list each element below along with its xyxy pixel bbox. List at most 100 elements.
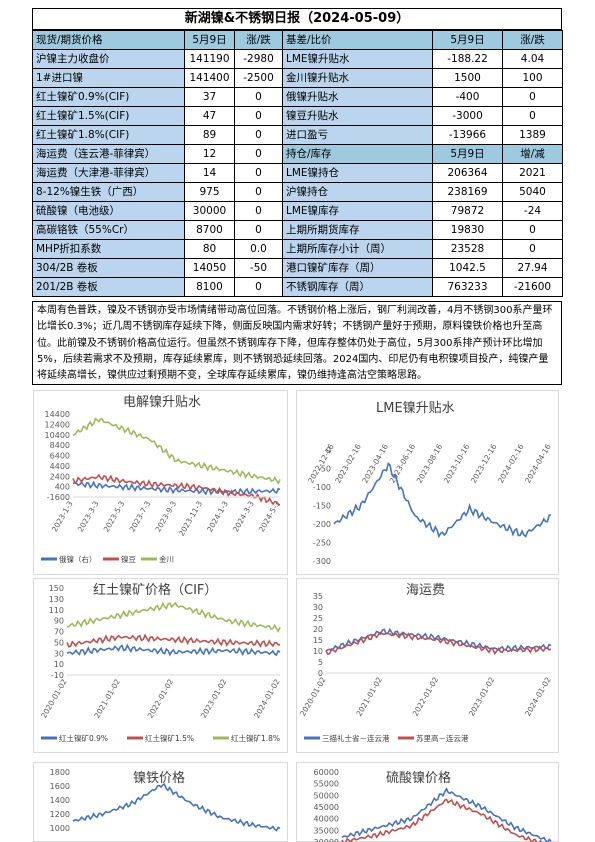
row-value: -400 [432, 87, 503, 107]
row-label: 1#进口镍 [32, 68, 185, 88]
y-tick-label: -1600 [47, 493, 70, 502]
row-value: 79872 [432, 201, 503, 221]
y-tick-label: 4400 [50, 462, 70, 471]
row-value: 89 [184, 125, 235, 145]
legend-label: 红土镍矿1.5% [145, 733, 194, 743]
y-tick-label: 5 [318, 658, 323, 667]
row-change: 27.94 [502, 258, 563, 278]
row-label: 沪镍主力收盘价 [32, 49, 185, 69]
row-change: 0 [234, 277, 283, 297]
table-row: 1#进口镍 141400 -2500 金川镍升贴水 1500 100 [32, 68, 563, 88]
row-change: 0 [502, 220, 563, 240]
chart-title: LME镍升贴水 [376, 401, 455, 416]
row-label: 不锈钢库存（周） [282, 277, 433, 297]
row-label: 镍豆升贴水 [282, 106, 433, 126]
legend-label: 俄镍（右） [59, 554, 97, 564]
row-value: 238169 [432, 182, 503, 202]
legend-label: 三描礼士省－连云港 [322, 733, 390, 743]
row-value: 30000 [184, 201, 235, 221]
chart-title: 电解镍升贴水 [123, 395, 201, 410]
row-change: 2021 [502, 163, 563, 183]
row-value: -188.22 [432, 49, 503, 69]
row-change: -24 [502, 201, 563, 221]
y-tick-label: 70 [54, 628, 64, 637]
y-tick-label: 0 [326, 446, 331, 455]
header-cell: 5月9日 [184, 30, 235, 50]
y-tick-label: 30 [313, 603, 323, 612]
row-value: 975 [184, 182, 235, 202]
y-tick-label: 12400 [45, 420, 70, 429]
y-tick-label: 0 [318, 669, 323, 678]
legend-label: 镍豆 [121, 554, 136, 564]
row-change: 1389 [502, 125, 563, 145]
series-line [66, 643, 281, 657]
y-tick-label: 50 [54, 638, 64, 647]
row-value: 1500 [432, 68, 503, 88]
row-change: 0 [234, 106, 283, 126]
header-cell: 基差/比价 [282, 30, 433, 50]
table-row: 硫酸镍（电池级） 30000 0 LME镍库存 79872 -24 [32, 201, 563, 221]
row-label: LME镍库存 [282, 201, 433, 221]
y-tick-label: -100 [313, 483, 331, 492]
chart-lme-nickel-premium: 0 -50 -100 -150 -200 -250 -300 2022-12-16 2023-0… [296, 390, 559, 575]
y-tick-label: 1800 [50, 768, 70, 777]
row-label: 海运费（连云港-菲律宾） [32, 144, 185, 164]
series-line [341, 798, 543, 842]
series-line [66, 633, 281, 649]
series-line [72, 473, 281, 506]
table-row: 红土镍矿0.9%(CIF) 37 0 俄镍升贴水 -400 0 [32, 87, 563, 107]
header-cell: 涨/跌 [502, 30, 563, 50]
row-label: 红土镍矿1.5%(CIF) [32, 106, 185, 126]
row-label: 俄镍升贴水 [282, 87, 433, 107]
y-tick-label: 2400 [50, 472, 70, 481]
legend-label: 红土镍矿0.9% [59, 733, 108, 743]
row-value: 47 [184, 106, 235, 126]
table-row: 红土镍矿1.8%(CIF) 89 0 进口盈亏 -13966 1389 [32, 125, 563, 145]
row-label: MHP折扣系数 [32, 239, 185, 259]
chart-title: 海运费 [406, 583, 445, 598]
row-value: 141190 [184, 49, 235, 69]
table-row: 高碳铬铁（55%Cr） 8700 0 上期所期货库存 19830 0 [32, 220, 563, 240]
market-commentary: 本周有色普跌，镍及不锈钢亦受市场情绪带动高位回落。不锈钢价格上涨后，钢厂利润改善… [32, 301, 562, 385]
row-value: 8100 [184, 277, 235, 297]
table-row: MHP折扣系数 80 0.0 上期所库存小计（周） 23528 0 [32, 239, 563, 259]
series-line [66, 601, 281, 634]
row-value: 8700 [184, 220, 235, 240]
row-label: 红土镍矿1.8%(CIF) [32, 125, 185, 145]
y-tick-label: 110 [49, 606, 64, 615]
row-label: 上期所库存小计（周） [282, 239, 433, 259]
table-header-row: 现货/期货价格 5月9日 涨/跌 基差/比价 5月9日 涨/跌 [32, 30, 563, 50]
row-label: 金川镍升贴水 [282, 68, 433, 88]
header-cell: 涨/跌 [234, 30, 283, 50]
legend-label: 苏里高－连云港 [416, 733, 469, 743]
y-tick-label: 15 [313, 636, 323, 645]
chart-electrolytic-nickel-premium: 14400 12400 10400 8400 6400 4400 2400 400 -1600 2… [33, 390, 288, 575]
row-change: 0 [502, 106, 563, 126]
row-change: 0 [234, 163, 283, 183]
y-tick-label: 1600 [50, 782, 70, 791]
row-change: 100 [502, 68, 563, 88]
row-change: -2980 [234, 49, 283, 69]
y-tick-label: 10 [54, 660, 64, 669]
row-value: 80 [184, 239, 235, 259]
report-title: 新湖镍&不锈钢日报（2024-05-09） [32, 8, 562, 30]
y-tick-label: 8400 [50, 441, 70, 450]
y-tick-label: 10400 [45, 431, 70, 440]
y-tick-label: 40000 [314, 815, 339, 824]
row-value: 206364 [432, 163, 503, 183]
row-value: 37 [184, 87, 235, 107]
y-tick-label: -50 [318, 465, 331, 474]
header-cell: 5月9日 [432, 30, 503, 50]
row-change: 0 [234, 201, 283, 221]
row-label: 沪镍持仓 [282, 182, 433, 202]
chart-title: 硫酸镍价格 [386, 770, 451, 786]
series-line [325, 627, 552, 653]
row-value: -3000 [432, 106, 503, 126]
y-tick-label: 50000 [314, 791, 339, 800]
row-label: 进口盈亏 [282, 125, 433, 145]
y-tick-label: -10 [51, 671, 64, 680]
row-label: 上期所期货库存 [282, 220, 433, 240]
row-change: 5040 [502, 182, 563, 202]
row-change: 0 [234, 182, 283, 202]
y-tick-label: 150 [49, 584, 64, 593]
